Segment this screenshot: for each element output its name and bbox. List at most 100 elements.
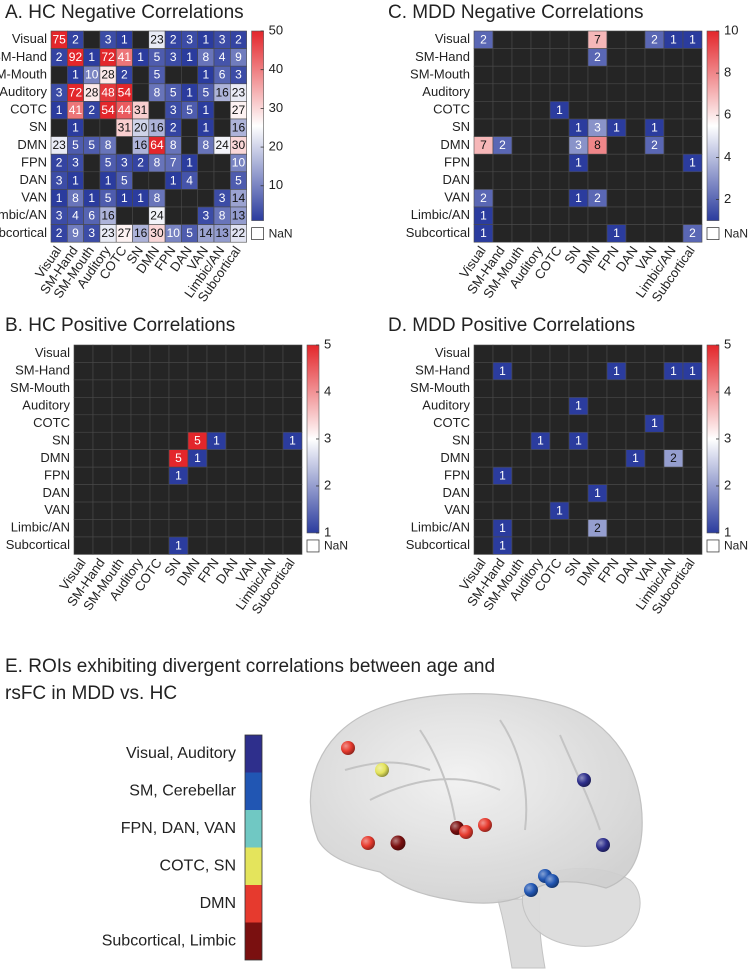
cell-value: 1	[594, 486, 601, 500]
nan-cell	[644, 379, 665, 398]
roi-sphere	[545, 874, 559, 888]
cell-value: 2	[88, 103, 95, 117]
nan-cell	[568, 536, 589, 555]
panel-title: A. HC Negative Correlations	[5, 2, 244, 23]
nan-cell	[111, 379, 132, 398]
nan-cell	[511, 431, 532, 451]
row-label: Limbic/AN	[411, 207, 470, 222]
nan-cell	[149, 414, 170, 433]
nan-cell	[625, 397, 646, 416]
nan-cell	[606, 189, 627, 208]
nan-cell	[530, 466, 551, 485]
nan-cell	[511, 30, 532, 49]
nan-cell	[168, 362, 189, 381]
nan-cell	[206, 362, 227, 381]
cell-value: 9	[72, 226, 79, 240]
cell-value: 1	[137, 191, 144, 205]
cell-value: 3	[56, 173, 63, 187]
nan-cell	[213, 153, 231, 173]
nan-cell	[549, 206, 570, 225]
cell-value: 16	[134, 226, 148, 240]
nan-cell	[83, 30, 101, 49]
nan-cell	[130, 501, 151, 520]
nan-cell	[164, 189, 182, 208]
cell-value: 3	[56, 208, 63, 222]
nan-cell	[132, 206, 150, 225]
nan-label: NaN	[269, 226, 293, 240]
nan-cell	[511, 189, 532, 208]
cell-value: 2	[651, 32, 658, 46]
nan-cell	[682, 449, 703, 468]
nan-cell	[492, 501, 513, 520]
nan-cell	[130, 466, 151, 485]
row-label: Visual	[435, 345, 470, 360]
nan-cell	[663, 397, 684, 416]
cell-value: 2	[170, 120, 177, 134]
nan-cell	[282, 536, 303, 555]
nan-cell	[568, 449, 589, 468]
cell-value: 23	[232, 85, 246, 99]
nan-cell	[187, 466, 208, 485]
nan-cell	[511, 153, 532, 173]
nan-cell	[73, 501, 94, 520]
nan-cell	[263, 397, 284, 416]
cell-value: 1	[651, 416, 658, 430]
nan-cell	[92, 397, 113, 416]
cell-value: 8	[594, 138, 601, 152]
cell-value: 2	[689, 226, 696, 240]
nan-cell	[625, 362, 646, 381]
legend-label: DMN	[200, 895, 236, 912]
cell-value: 5	[154, 50, 161, 64]
nan-cell	[530, 501, 551, 520]
nan-cell	[132, 171, 150, 190]
nan-cell	[206, 519, 227, 538]
cell-value: 3	[575, 138, 582, 152]
cell-value: 1	[194, 451, 201, 465]
legend-swatch	[245, 772, 262, 810]
nan-cell	[149, 536, 170, 555]
nan-cell	[587, 362, 608, 381]
legend-swatch	[245, 810, 262, 848]
colorbar-tick-label: 4	[724, 149, 731, 164]
nan-cell	[263, 466, 284, 485]
nan-cell	[244, 397, 265, 416]
cell-value: 2	[137, 156, 144, 170]
nan-cell	[530, 397, 551, 416]
nan-cell	[511, 466, 532, 485]
nan-cell	[682, 379, 703, 398]
panel-title: D. MDD Positive Correlations	[388, 315, 635, 336]
cell-value: 5	[88, 138, 95, 152]
roi-sphere	[459, 825, 473, 839]
nan-cell	[568, 171, 589, 190]
nan-cell	[263, 379, 284, 398]
cell-value: 1	[72, 120, 79, 134]
nan-cell	[492, 83, 513, 102]
cell-value: 3	[121, 156, 128, 170]
nan-cell	[473, 153, 494, 173]
colorbar-tick-label: 40	[269, 61, 283, 76]
nan-cell	[225, 379, 246, 398]
nan-cell	[92, 466, 113, 485]
nan-cell	[549, 153, 570, 173]
nan-cell	[73, 484, 94, 503]
nan-cell	[568, 379, 589, 398]
nan-cell	[511, 224, 532, 243]
cell-value: 8	[72, 191, 79, 205]
nan-cell	[606, 466, 627, 485]
nan-cell	[644, 344, 665, 363]
nan-cell	[213, 101, 231, 120]
cell-value: 10	[167, 226, 181, 240]
cell-value: 41	[118, 50, 132, 64]
nan-cell	[149, 362, 170, 381]
nan-cell	[530, 48, 551, 67]
nan-cell	[568, 101, 589, 120]
nan-cell	[492, 414, 513, 433]
colorbar-tick-label: 2	[724, 477, 731, 492]
cell-value: 4	[186, 173, 193, 187]
nan-cell	[50, 118, 68, 137]
cell-value: 1	[670, 364, 677, 378]
nan-cell	[625, 153, 646, 173]
row-label: Subcortical	[406, 225, 470, 240]
nan-cell	[213, 118, 231, 137]
nan-label: NaN	[724, 226, 748, 240]
